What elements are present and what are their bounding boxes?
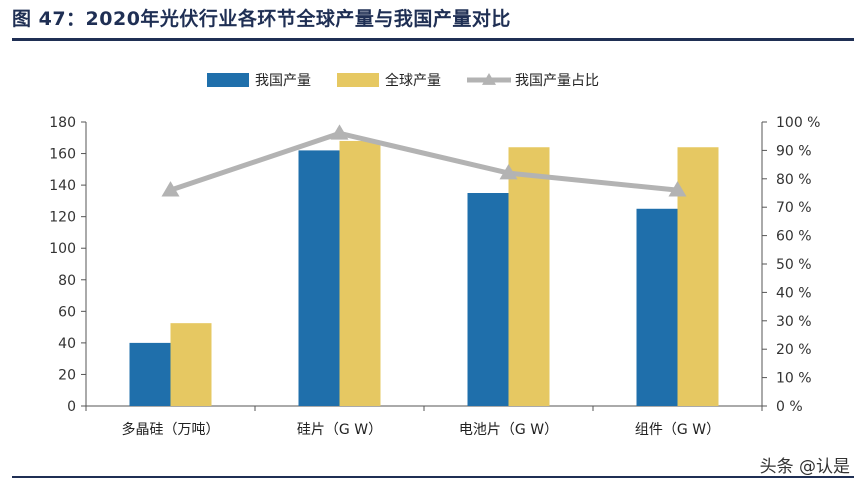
x-axis: 多晶硅（万吨） 硅片（G W） 电池片（G W） 组件（G W） <box>85 405 763 438</box>
left-tick-label: 120 <box>49 210 76 226</box>
category-label: 电池片（G W） <box>459 422 558 438</box>
left-tick-label: 60 <box>58 304 76 320</box>
left-tick-label: 80 <box>58 273 76 289</box>
legend: 我国产量 全球产量 我国产量占比 <box>207 72 599 89</box>
left-y-axis: 0 20 40 60 80 100 120 140 160 180 <box>49 115 87 415</box>
left-tick-label: 40 <box>58 336 76 352</box>
domestic-output-bar <box>298 150 340 406</box>
right-tick-label: 10 % <box>776 371 812 387</box>
left-tick-label: 0 <box>67 399 76 415</box>
legend-label: 全球产量 <box>385 72 441 89</box>
legend-swatch-marker <box>482 73 496 85</box>
left-tick-label: 140 <box>49 178 76 194</box>
legend-label: 我国产量占比 <box>515 73 599 89</box>
right-tick-label: 90 % <box>776 143 812 159</box>
left-tick-label: 160 <box>49 147 76 163</box>
category-label: 组件（G W） <box>635 422 720 438</box>
left-tick-label: 180 <box>49 115 76 131</box>
figure-title: 图 47：2020年光伏行业各环节全球产量与我国产量对比 <box>12 8 511 30</box>
share-point-marker <box>330 124 349 140</box>
watermark: 头条 @认是 <box>759 457 850 477</box>
legend-swatch <box>207 73 249 87</box>
share-line <box>169 130 678 193</box>
bars <box>129 140 719 406</box>
share-line-series <box>161 124 687 197</box>
right-tick-label: 80 % <box>776 172 812 188</box>
left-tick-label: 100 <box>49 241 76 257</box>
domestic-output-bar <box>467 193 509 406</box>
left-tick-label: 20 <box>58 367 76 383</box>
right-tick-label: 70 % <box>776 200 812 216</box>
global-output-bar <box>170 323 212 406</box>
right-tick-label: 40 % <box>776 285 812 301</box>
footer-rule <box>12 476 854 478</box>
right-tick-label: 50 % <box>776 257 812 273</box>
legend-item: 全球产量 <box>337 72 441 89</box>
right-tick-label: 0 % <box>776 399 803 415</box>
domestic-output-bar <box>129 342 171 406</box>
right-tick-label: 30 % <box>776 314 812 330</box>
legend-item: 我国产量占比 <box>467 73 599 89</box>
share-point-marker <box>668 181 687 197</box>
category-label: 多晶硅（万吨） <box>122 421 220 438</box>
right-tick-label: 100 % <box>776 115 820 131</box>
global-output-bar <box>339 140 381 406</box>
right-y-axis: 0 % 10 % 20 % 30 % 40 % 50 % 60 % 70 % 80 % 90 % 1… <box>761 115 820 415</box>
legend-item: 我国产量 <box>207 73 311 89</box>
right-tick-label: 60 % <box>776 229 812 245</box>
global-output-bar <box>508 147 550 406</box>
share-point-marker <box>161 181 180 197</box>
legend-swatch <box>337 73 379 87</box>
right-tick-label: 20 % <box>776 342 812 358</box>
share-point-marker <box>499 164 518 180</box>
global-output-bar <box>677 147 719 406</box>
domestic-output-bar <box>636 208 678 406</box>
category-label: 硅片（G W） <box>297 422 382 438</box>
legend-label: 我国产量 <box>255 73 311 89</box>
title-rule <box>12 38 854 41</box>
